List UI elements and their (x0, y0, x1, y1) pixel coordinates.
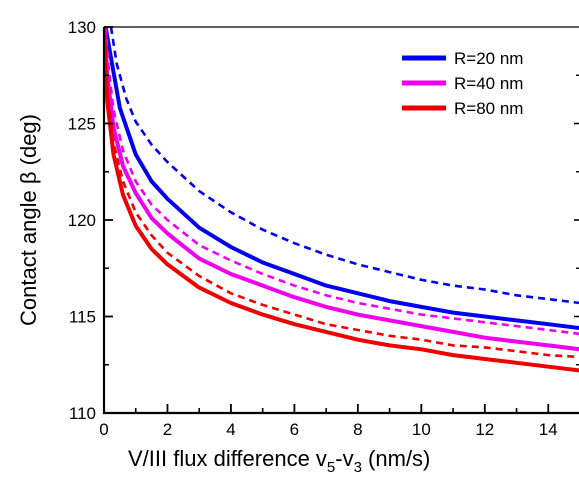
series-1-solid-line (104, 27, 579, 330)
legend-label: R=40 nm (454, 74, 523, 93)
x-axis-label-mid: -v (335, 446, 353, 471)
series-layer (104, 27, 579, 373)
axes-layer: 0 2 4 6 8 10 12 14 110 115 120 125 130 (68, 18, 579, 439)
x-axis-label-sub2: 3 (354, 459, 362, 476)
series-2-solid-line (104, 27, 579, 352)
x-tick-label: 0 (99, 420, 108, 439)
series-5-dashed-line (104, 27, 579, 336)
y-tick-label: 130 (68, 18, 96, 37)
series-6-dashed-line (104, 27, 579, 359)
x-tick-label: 2 (163, 420, 172, 439)
x-tick-label: 10 (412, 420, 431, 439)
x-axis-label: V/III flux difference v5-v3 (nm/s) (128, 446, 430, 476)
x-tick-label: 8 (353, 420, 362, 439)
x-tick-label: 14 (539, 420, 558, 439)
x-axis-label-main: V/III flux difference v (128, 446, 327, 471)
y-tick-label: 120 (68, 211, 96, 230)
y-tick-label: 125 (68, 115, 96, 134)
y-axis-label: Contact angle β (deg) (16, 114, 41, 326)
x-tick-label: 12 (475, 420, 494, 439)
legend: R=20 nm R=40 nm R=80 nm (402, 49, 523, 118)
x-tick-label: 4 (226, 420, 235, 439)
legend-label: R=20 nm (454, 49, 523, 68)
x-tick-label: 6 (290, 420, 299, 439)
legend-label: R=80 nm (454, 99, 523, 118)
x-axis-label-sub1: 5 (327, 459, 335, 476)
y-tick-label: 115 (69, 308, 96, 327)
series-4-dashed-line (109, 27, 579, 305)
series-3-solid-line (104, 34, 579, 373)
y-tick-label: 110 (69, 404, 96, 423)
x-axis-label-tail: (nm/s) (362, 446, 430, 471)
